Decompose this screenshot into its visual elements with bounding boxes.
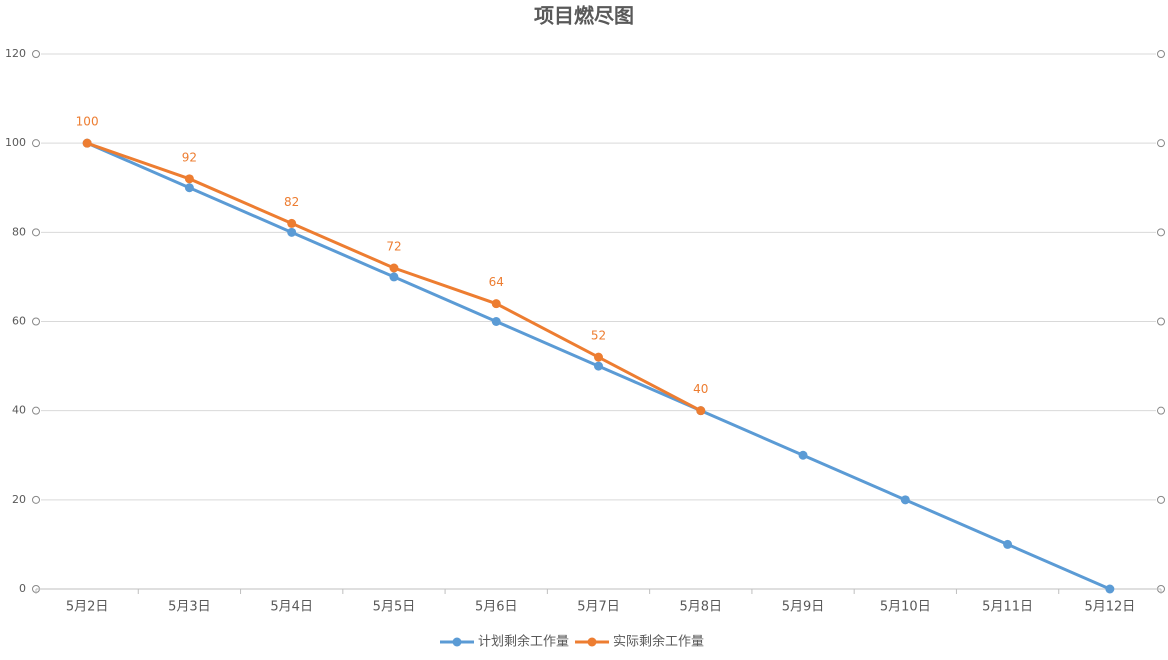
y2-tick-marker bbox=[1157, 50, 1165, 58]
y-tick-marker bbox=[32, 317, 40, 326]
data-label: 72 bbox=[386, 240, 401, 254]
y2-tick-marker bbox=[1157, 495, 1165, 504]
x-tick-label: 5月7日 bbox=[577, 600, 620, 615]
data-point bbox=[1105, 584, 1115, 594]
data-point bbox=[82, 138, 92, 148]
y-tick-label: 60 bbox=[12, 315, 26, 328]
data-point bbox=[900, 495, 910, 505]
data-label: 64 bbox=[489, 275, 504, 289]
data-label: 52 bbox=[591, 329, 606, 343]
x-tick-label: 5月8日 bbox=[679, 600, 722, 615]
y2-tick-marker bbox=[1157, 406, 1165, 415]
y-tick-label: 120 bbox=[5, 47, 26, 60]
data-point bbox=[389, 263, 399, 273]
y-tick-marker bbox=[32, 50, 40, 58]
y-tick-label: 40 bbox=[12, 404, 26, 417]
data-label: 82 bbox=[284, 195, 299, 209]
data-point bbox=[491, 317, 501, 326]
y-tick-label: 100 bbox=[5, 136, 26, 149]
data-label: 100 bbox=[76, 115, 99, 129]
x-tick-label: 5月5日 bbox=[373, 600, 416, 615]
legend-marker bbox=[452, 637, 462, 647]
y-tick-label: 0 bbox=[19, 582, 26, 595]
legend-label: 实际剩余工作量 bbox=[613, 634, 704, 650]
y-tick-label: 20 bbox=[12, 493, 26, 506]
chart-title: 项目燃尽图 bbox=[534, 4, 634, 28]
y-tick-marker bbox=[32, 495, 40, 504]
data-point bbox=[184, 174, 194, 184]
data-point bbox=[594, 352, 603, 362]
x-tick-label: 5月4日 bbox=[270, 600, 313, 615]
data-point bbox=[491, 299, 501, 309]
y-tick-marker bbox=[32, 406, 40, 415]
x-tick-label: 5月2日 bbox=[66, 600, 109, 615]
y-tick-label: 80 bbox=[12, 225, 26, 238]
data-point bbox=[184, 183, 194, 193]
data-point bbox=[594, 361, 603, 371]
data-point bbox=[287, 218, 297, 228]
x-tick-label: 5月6日 bbox=[475, 600, 518, 615]
data-point bbox=[389, 272, 399, 282]
data-point bbox=[287, 227, 297, 237]
x-tick-label: 5月12日 bbox=[1084, 600, 1135, 615]
x-tick-label: 5月10日 bbox=[880, 600, 931, 615]
y2-tick-marker bbox=[1157, 317, 1165, 326]
data-label: 40 bbox=[693, 382, 708, 396]
y2-tick-marker bbox=[1157, 228, 1165, 237]
legend-marker bbox=[587, 637, 597, 647]
y-tick-marker bbox=[32, 228, 40, 237]
data-point bbox=[696, 406, 706, 416]
x-tick-label: 5月9日 bbox=[782, 600, 825, 615]
x-tick-label: 5月3日 bbox=[168, 600, 211, 615]
y-tick-marker bbox=[32, 139, 40, 148]
data-label: 92 bbox=[182, 150, 197, 164]
y2-tick-marker bbox=[1157, 139, 1165, 148]
x-tick-label: 5月11日 bbox=[982, 600, 1033, 615]
data-point bbox=[798, 450, 808, 460]
legend-label: 计划剩余工作量 bbox=[478, 634, 569, 650]
data-point bbox=[1003, 539, 1013, 549]
